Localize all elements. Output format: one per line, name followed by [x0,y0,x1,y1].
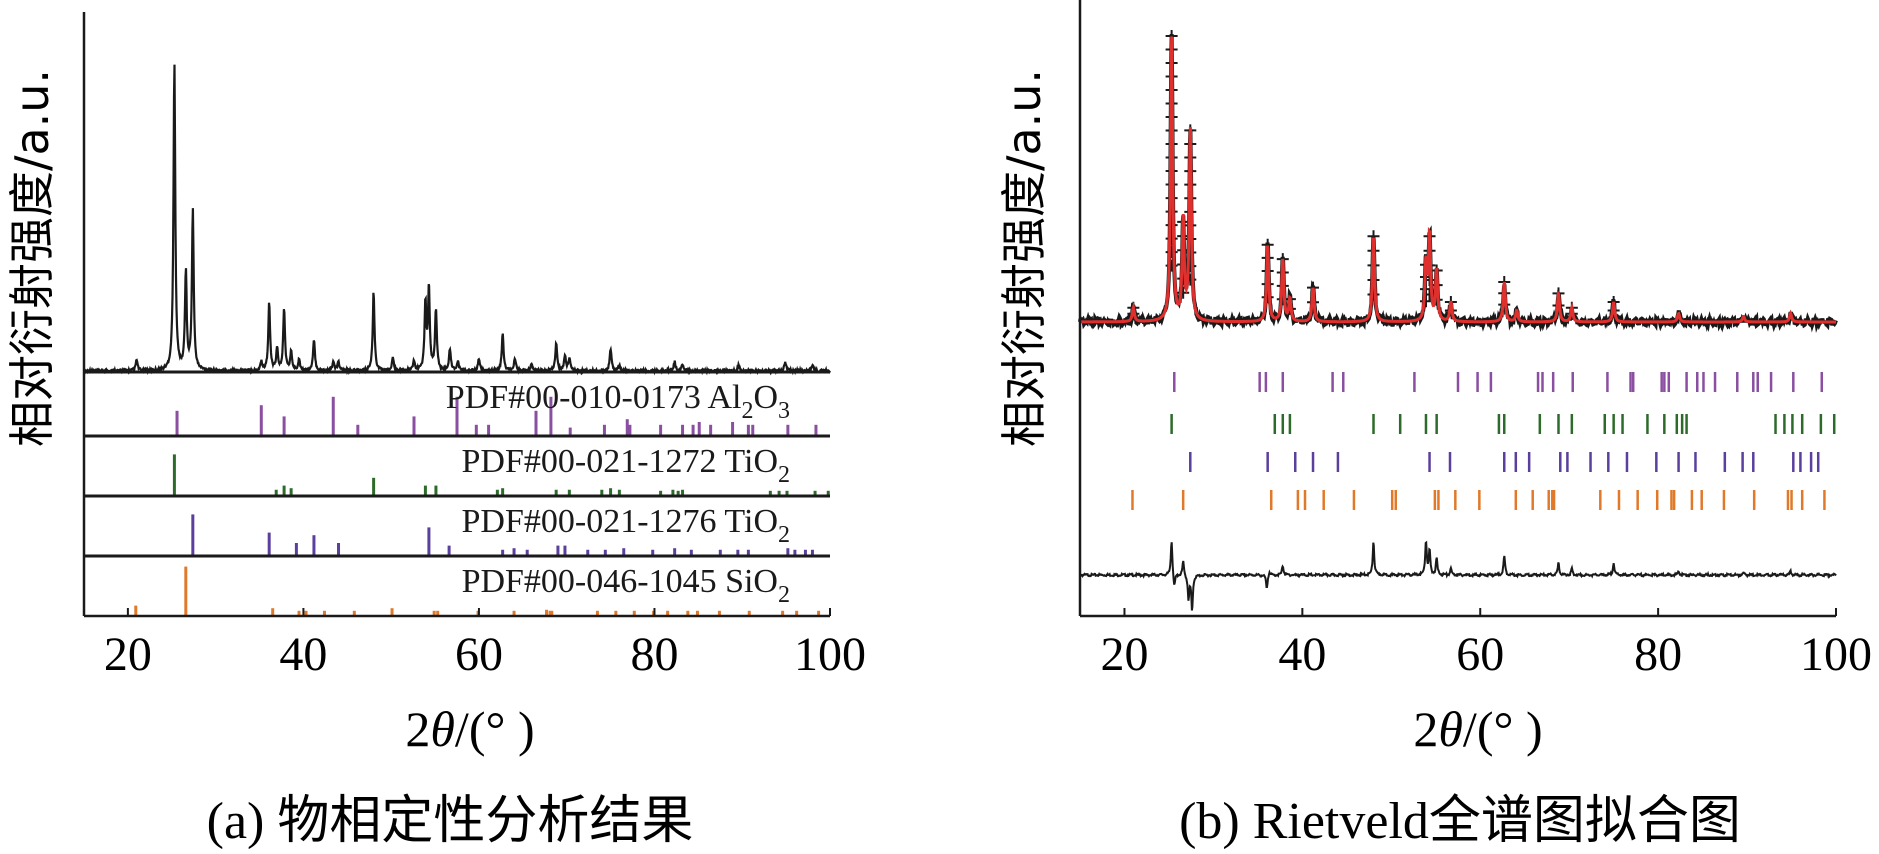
reference-label-main: PDF#00-010-0173 Al [446,379,742,416]
reference-row-1: PDF#00-010-0173 Al2O3 [84,370,830,436]
x-tick-label: 20 [1100,628,1148,681]
panel-a-x-label-unit: /(° [455,701,506,757]
reference-label-sub: 2 [778,582,790,608]
panel-b-y-axis-label: 相对衍射强度/a.u. [997,69,1051,447]
difference-line [1079,540,1837,611]
observed-point-marker [1165,246,1178,259]
observed-point-marker [1177,286,1190,299]
panel-b-x-axis-label: 2θ/(° ) [1413,701,1542,757]
bragg-row-4 [1131,490,1826,510]
observed-point-marker [1261,291,1274,304]
observed-point-marker [1419,295,1432,308]
x-tick-label: 40 [1278,628,1326,681]
reference-row-4: PDF#00-046-1045 SiO2 [84,554,830,616]
panel-b-difference-curve [1079,540,1837,611]
panel-a-xrd-pattern [82,64,831,376]
reference-row-3: PDF#00-021-1276 TiO2 [84,494,830,556]
observed-point-marker [1165,232,1178,245]
x-tick-label: 60 [1456,628,1504,681]
panel-b-tick-labels: 20 40 60 80 100 [1100,628,1872,681]
panel-a-x-axis-label: 2θ/(° ) [405,701,534,757]
observed-point-marker [1184,260,1197,273]
reference-label: PDF#00-021-1272 TiO2 [462,443,790,488]
x-tick-label: 100 [1800,628,1872,681]
reference-label-main: PDF#00-021-1272 TiO [462,443,778,480]
bragg-row-3 [1189,452,1820,472]
reference-label-main: PDF#00-046-1045 SiO [462,563,778,600]
panel-a-x-label-2: 2 [405,701,430,757]
observed-pattern-line [82,64,831,376]
panel-b-x-label-unit: /(° [1463,701,1514,757]
reference-label-sub: 2 [778,462,790,488]
panel-b-caption: (b) Rietveld全谱图拟合图 [1179,793,1741,850]
x-tick-label: 40 [279,628,327,681]
observed-point-marker [1367,288,1380,301]
panel-a-x-label-theta: θ [430,701,455,757]
bragg-row-2 [1170,414,1836,434]
panel-b-x-label-theta: θ [1438,701,1463,757]
reference-label-mid: O [753,379,778,416]
calculated-line [1080,36,1836,324]
x-tick-label: 20 [104,628,152,681]
panel-a-axes [82,12,831,618]
reference-label-sub: 2 [778,522,790,548]
observed-point-marker [1165,219,1178,232]
panel-b-axes [1078,0,1837,618]
panel-b-rietveld-fit: 20 40 60 80 100 相对衍射强度/a.u. 2θ/(° ) (b) Riet… [997,0,1872,850]
reference-label: PDF#00-021-1276 TiO2 [462,503,790,548]
x-tick-label: 80 [630,628,678,681]
panel-b-calculated-pattern [1080,36,1836,324]
reference-label-sub: 2 [741,398,753,424]
reference-row-2: PDF#00-021-1272 TiO2 [84,434,830,496]
observed-point-marker [1184,246,1197,259]
panel-b-x-label-close: ) [1513,701,1542,757]
panel-b-x-label-2: 2 [1413,701,1438,757]
panel-a-caption: (a) 物相定性分析结果 [207,793,694,850]
panel-a-x-label-close: ) [505,701,534,757]
observed-point-marker [1165,205,1178,218]
x-tick-label: 100 [794,628,866,681]
reference-label-main: PDF#00-021-1276 TiO [462,503,778,540]
panel-b-bragg-tick-rows [1131,372,1836,510]
panel-a-tick-labels: 20 40 60 80 100 [104,628,866,681]
reference-label: PDF#00-046-1045 SiO2 [462,563,790,608]
x-tick-label: 60 [455,628,503,681]
bragg-row-1 [1173,372,1824,392]
panel-a-y-axis-label: 相对衍射强度/a.u. [5,69,59,447]
reference-label-sub2: 3 [778,398,790,424]
reference-label: PDF#00-010-0173 Al2O3 [446,379,790,424]
x-tick-label: 80 [1634,628,1682,681]
